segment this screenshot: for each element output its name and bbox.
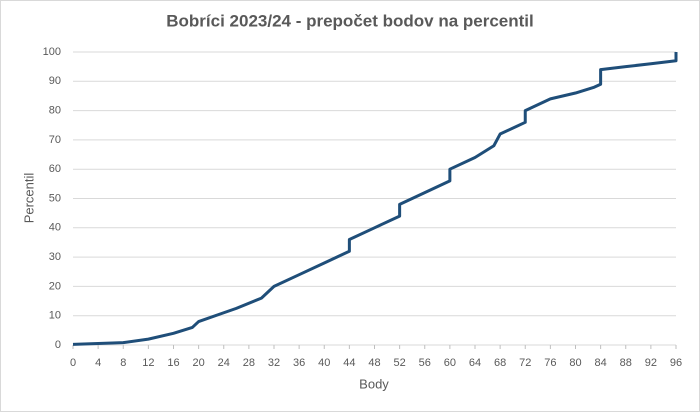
y-tick-label: 90 xyxy=(49,75,61,87)
x-tick-label: 36 xyxy=(293,357,305,369)
x-axis-label: Body xyxy=(359,376,389,391)
x-tick-label: 28 xyxy=(243,357,255,369)
line-series xyxy=(72,52,678,346)
y-tick-label: 20 xyxy=(49,280,61,292)
y-tick-label: 10 xyxy=(49,310,61,322)
y-tick-label: 0 xyxy=(55,339,61,351)
x-tick-label: 4 xyxy=(95,357,101,369)
x-tick-label: 76 xyxy=(544,357,556,369)
x-tick-label: 40 xyxy=(318,357,330,369)
x-tick-label: 48 xyxy=(368,357,380,369)
x-tick-label: 8 xyxy=(120,357,126,369)
x-tick-label: 20 xyxy=(193,357,205,369)
x-tick-label: 72 xyxy=(519,357,531,369)
y-tick-label: 60 xyxy=(49,163,61,175)
y-tick-label: 100 xyxy=(43,46,61,58)
x-tick-label: 56 xyxy=(419,357,431,369)
x-tick-label: 0 xyxy=(70,357,76,369)
x-tick-label: 96 xyxy=(670,357,682,369)
y-tick-label: 30 xyxy=(49,251,61,263)
x-tick-label: 16 xyxy=(167,357,179,369)
y-tick-label: 70 xyxy=(49,134,61,146)
x-tick-label: 32 xyxy=(268,357,280,369)
x-tick-label: 64 xyxy=(469,357,481,369)
x-tick-label: 60 xyxy=(444,357,456,369)
y-axis-label: Percentil xyxy=(21,173,36,224)
y-tick-label: 40 xyxy=(49,222,61,234)
chart-title: Bobríci 2023/24 - prepočet bodov na perc… xyxy=(166,11,534,30)
x-tick-label: 84 xyxy=(595,357,607,369)
x-tick-label: 24 xyxy=(218,357,230,369)
x-tick-label: 88 xyxy=(620,357,632,369)
y-tick-label: 80 xyxy=(49,105,61,117)
x-tick-label: 92 xyxy=(645,357,657,369)
x-tick-label: 68 xyxy=(494,357,506,369)
x-tick-label: 80 xyxy=(569,357,581,369)
x-tick-label: 52 xyxy=(394,357,406,369)
x-tick-label: 44 xyxy=(343,357,355,369)
y-tick-label: 50 xyxy=(49,192,61,204)
x-tick-label: 12 xyxy=(142,357,154,369)
